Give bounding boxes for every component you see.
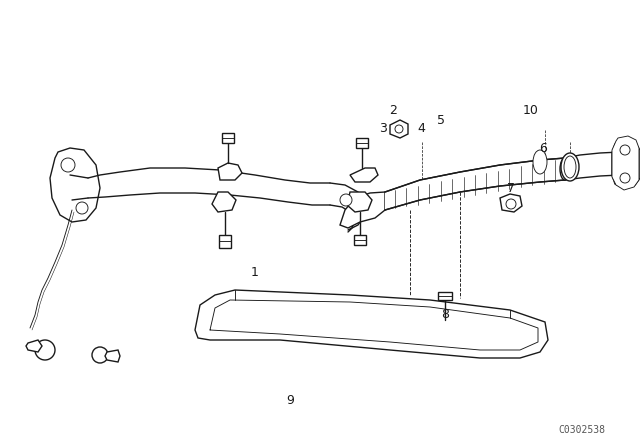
Polygon shape (356, 138, 368, 148)
Circle shape (92, 347, 108, 363)
Polygon shape (354, 235, 366, 245)
Polygon shape (565, 152, 630, 180)
Text: 8: 8 (441, 309, 449, 322)
Polygon shape (438, 292, 452, 300)
Polygon shape (385, 158, 565, 210)
Circle shape (506, 199, 516, 209)
Ellipse shape (564, 156, 576, 178)
Text: 1: 1 (251, 266, 259, 279)
Circle shape (395, 125, 403, 133)
Polygon shape (350, 168, 378, 182)
Text: 2: 2 (389, 103, 397, 116)
Circle shape (76, 202, 88, 214)
Polygon shape (390, 120, 408, 138)
Polygon shape (88, 168, 330, 205)
Polygon shape (212, 192, 236, 212)
Text: 9: 9 (286, 393, 294, 406)
Circle shape (620, 145, 630, 155)
Polygon shape (340, 192, 385, 228)
Polygon shape (612, 140, 640, 188)
Text: 5: 5 (437, 113, 445, 126)
Text: 6: 6 (539, 142, 547, 155)
Text: 3: 3 (379, 121, 387, 134)
Text: 7: 7 (507, 181, 515, 194)
Polygon shape (612, 136, 639, 190)
Polygon shape (219, 235, 231, 248)
Circle shape (61, 158, 75, 172)
Circle shape (620, 173, 630, 183)
Ellipse shape (560, 158, 570, 180)
Polygon shape (26, 340, 42, 352)
Ellipse shape (533, 150, 547, 174)
Polygon shape (105, 350, 120, 362)
Text: 4: 4 (417, 121, 425, 134)
Polygon shape (218, 163, 242, 180)
Circle shape (340, 194, 352, 206)
Ellipse shape (561, 153, 579, 181)
Text: C0302538: C0302538 (559, 425, 605, 435)
Text: 10: 10 (523, 103, 539, 116)
Polygon shape (50, 148, 100, 222)
Circle shape (35, 340, 55, 360)
Polygon shape (347, 192, 372, 212)
Polygon shape (500, 194, 522, 212)
Polygon shape (195, 290, 548, 358)
Polygon shape (222, 133, 234, 143)
